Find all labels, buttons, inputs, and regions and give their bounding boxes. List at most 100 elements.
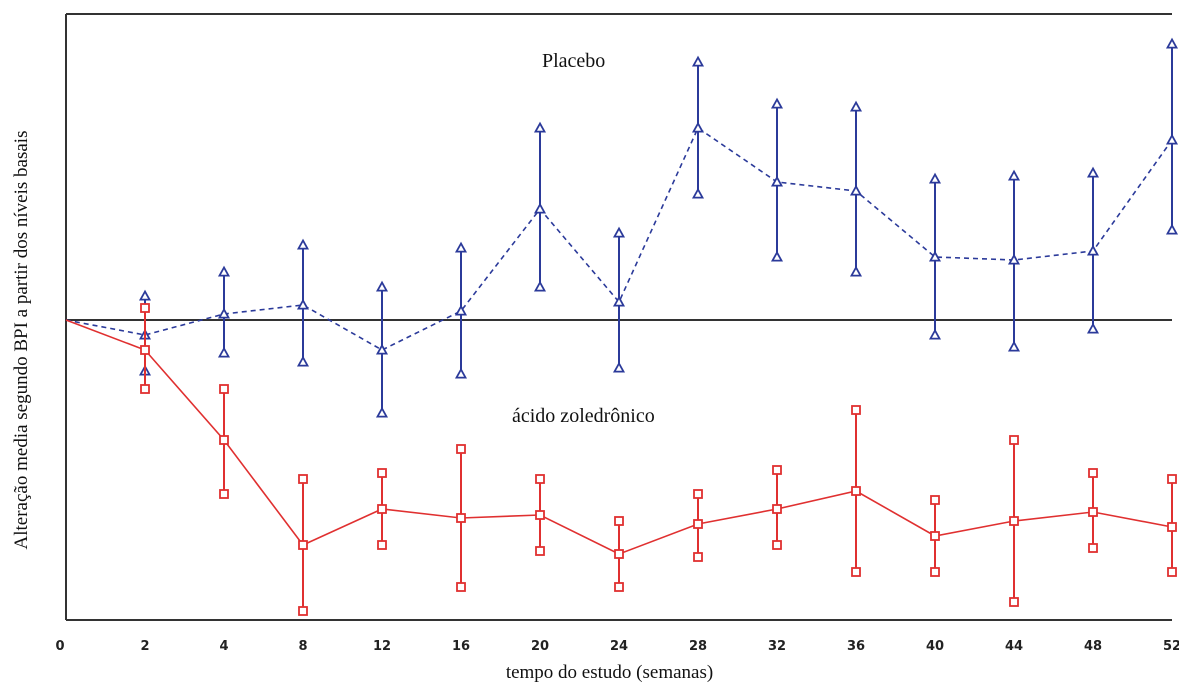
x-tick-label: 36	[847, 639, 865, 654]
placebo-upper-marker	[375, 280, 389, 292]
zoledronico-mean-marker	[772, 504, 782, 514]
zoledronico-upper-marker	[456, 444, 466, 454]
zoledronico-mean-marker	[377, 504, 387, 514]
placebo-mean-marker	[217, 307, 231, 319]
zoledronico-upper-marker	[219, 384, 229, 394]
y-axis-label: Alteração media segundo BPI a partir dos…	[11, 130, 32, 550]
placebo-lower-marker	[454, 367, 468, 379]
zoledronico-upper-marker	[693, 489, 703, 499]
placebo-upper-marker	[138, 289, 152, 301]
zoledronico-lower-marker	[614, 582, 624, 592]
zoledronico-mean-marker	[693, 519, 703, 529]
placebo-lower-marker	[612, 361, 626, 373]
placebo-upper-marker	[770, 97, 784, 109]
zoledronico-upper-marker	[1167, 474, 1177, 484]
x-tick-label: 48	[1084, 639, 1102, 654]
placebo-upper-marker	[533, 121, 547, 133]
x-tick-label: 20	[531, 639, 549, 654]
x-tick-label: 4	[219, 639, 228, 654]
placebo-upper-marker	[454, 241, 468, 253]
placebo-lower-marker	[1165, 223, 1179, 235]
zoledronico-lower-marker	[456, 582, 466, 592]
zoledronico-upper-marker	[930, 495, 940, 505]
annotation-zoledronico: ácido zoledrônico	[512, 405, 655, 427]
placebo-upper-marker	[691, 55, 705, 67]
placebo-lower-marker	[217, 346, 231, 358]
zoledronico-lower-marker	[535, 546, 545, 556]
placebo-upper-marker	[217, 265, 231, 277]
placebo-lower-marker	[533, 280, 547, 292]
zoledronico-upper-marker	[1088, 468, 1098, 478]
placebo-mean-marker	[296, 298, 310, 310]
placebo-mean-marker	[691, 121, 705, 133]
placebo-mean-marker	[1007, 253, 1021, 265]
zoledronico-mean-marker	[298, 540, 308, 550]
zoledronico-lower-marker	[772, 540, 782, 550]
zoledronico-mean-marker	[535, 510, 545, 520]
x-tick-label: 2	[140, 639, 149, 654]
placebo-upper-marker	[1086, 166, 1100, 178]
zoledronico-lower-marker	[693, 552, 703, 562]
placebo-upper-marker	[849, 100, 863, 112]
placebo-mean-marker	[849, 184, 863, 196]
annotation-placebo: Placebo	[542, 50, 606, 72]
zoledronico-upper-marker	[377, 468, 387, 478]
zoledronico-upper-marker	[298, 474, 308, 484]
zoledronico-lower-marker	[851, 567, 861, 577]
zoledronico-upper-marker	[535, 474, 545, 484]
placebo-upper-marker	[928, 172, 942, 184]
zoledronico-upper-marker	[851, 405, 861, 415]
placebo-mean-marker	[533, 202, 547, 214]
zoledronico-lower-marker	[377, 540, 387, 550]
zoledronico-lower-marker	[219, 489, 229, 499]
zoledronico-mean-marker	[614, 549, 624, 559]
zoledronico-mean-marker	[140, 345, 150, 355]
x-tick-label: 28	[689, 639, 707, 654]
placebo-lower-marker	[691, 187, 705, 199]
x-tick-label: 16	[452, 639, 470, 654]
x-tick-label: 8	[298, 639, 307, 654]
zoledronico-lower-marker	[1009, 597, 1019, 607]
zoledronico-lower-marker	[930, 567, 940, 577]
zoledronico-upper-marker	[772, 465, 782, 475]
placebo-upper-marker	[612, 226, 626, 238]
placebo-lower-marker	[849, 265, 863, 277]
placebo-mean-marker	[454, 304, 468, 316]
zoledronico-upper-marker	[614, 516, 624, 526]
placebo-lower-marker	[296, 355, 310, 367]
placebo-lower-marker	[375, 406, 389, 418]
placebo-mean-marker	[770, 175, 784, 187]
x-axis-label-wrap: tempo do estudo (semanas)	[0, 662, 1179, 684]
zoledronico-mean-marker	[1167, 522, 1177, 532]
x-axis-label: tempo do estudo (semanas)	[505, 662, 714, 683]
placebo-mean-marker	[375, 343, 389, 355]
x-tick-label: 44	[1005, 639, 1023, 654]
x-tick-label: 40	[926, 639, 944, 654]
placebo-mean-marker	[928, 250, 942, 262]
x-tick-label: 0	[55, 639, 64, 654]
placebo-lower-marker	[1086, 322, 1100, 334]
zoledronico-mean-marker	[1088, 507, 1098, 517]
x-tick-label: 52	[1163, 639, 1179, 654]
placebo-mean-marker	[1086, 244, 1100, 256]
zoledronico-upper-marker	[140, 303, 150, 313]
zoledronico-mean-marker	[219, 435, 229, 445]
x-tick-label: 32	[768, 639, 786, 654]
placebo-lower-marker	[1007, 340, 1021, 352]
zoledronico-lower-marker	[298, 606, 308, 616]
placebo-lower-marker	[928, 328, 942, 340]
placebo-upper-marker	[296, 238, 310, 250]
zoledronico-mean-marker	[1009, 516, 1019, 526]
placebo-upper-marker	[1007, 169, 1021, 181]
placebo-mean-marker	[1165, 133, 1179, 145]
placebo-lower-marker	[770, 250, 784, 262]
zoledronico-upper-marker	[1009, 435, 1019, 445]
x-tick-label: 12	[373, 639, 391, 654]
zoledronico-lower-marker	[140, 384, 150, 394]
zoledronico-mean-marker	[930, 531, 940, 541]
zoledronico-lower-marker	[1088, 543, 1098, 553]
x-tick-label: 24	[610, 639, 628, 654]
zoledronico-mean-marker	[851, 486, 861, 496]
placebo-mean-marker	[612, 295, 626, 307]
